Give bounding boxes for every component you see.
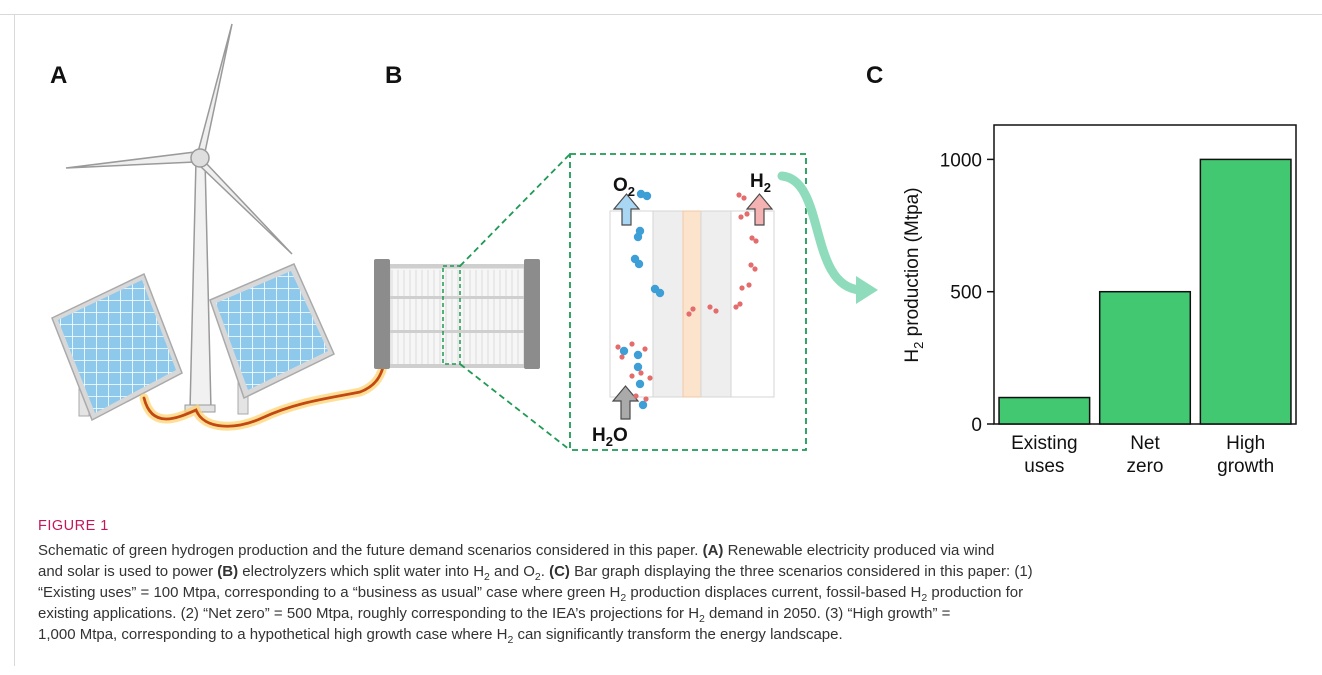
bar-0 <box>998 396 1091 425</box>
o2-label: O2 <box>613 175 635 199</box>
o2-bubbles <box>619 189 665 410</box>
h2o-arrow-icon <box>611 385 640 420</box>
electrolyzer-stack-icon <box>374 259 540 369</box>
bar-chart: 0 500 1000 Existing uses Net zero High growth H… <box>902 124 1297 477</box>
zoom-line-top <box>459 153 571 267</box>
y-tick-label-2: 1000 <box>940 150 982 171</box>
h2-label: H2 <box>750 171 771 195</box>
h-ions <box>615 192 759 402</box>
caption-line-5: 1,000 Mtpa, corresponding to a hypotheti… <box>38 626 843 646</box>
figure-label: FIGURE 1 <box>38 518 109 534</box>
left-border <box>14 14 15 666</box>
bar-2 <box>1199 158 1292 425</box>
x-tick-label-2: High growth <box>1217 433 1274 477</box>
zoom-line-bottom <box>459 363 571 451</box>
top-border <box>0 14 1322 15</box>
bar-1 <box>1098 290 1192 425</box>
caption-line-4: existing applications. (2) “Net zero” = … <box>38 605 951 625</box>
solar-panel-right-icon <box>209 263 335 415</box>
y-tick-label-1: 500 <box>950 283 982 304</box>
solar-panel-left-icon <box>51 272 183 422</box>
panel-letter-a: A <box>50 62 68 89</box>
o2-arrow-icon <box>612 193 641 226</box>
h2-arrow-icon <box>745 193 774 226</box>
caption-line-3: “Existing uses” = 100 Mtpa, correspondin… <box>38 584 1024 604</box>
y-tick-label-0: 0 <box>971 415 982 436</box>
y-axis-label: H2 production (Mtpa) <box>902 187 926 362</box>
figure-caption: FIGURE 1 Schematic of green hydrogen pro… <box>38 516 1300 645</box>
panel-letter-b: B <box>385 62 403 89</box>
caption-line-1: Schematic of green hydrogen production a… <box>38 542 995 559</box>
power-cable-icon <box>139 357 389 431</box>
panel-letter-c: C <box>866 62 884 89</box>
figure-illustration: O2 H2 H2O 0 500 1000 Existing uses Net zero Hi… <box>51 23 1297 477</box>
x-tick-label-1: Net zero <box>1127 433 1164 477</box>
wind-turbine-icon <box>65 23 293 413</box>
caption-line-2: and solar is used to power (B) electroly… <box>38 563 1033 583</box>
h2o-label: H2O <box>592 425 628 449</box>
x-tick-label-0: Existing uses <box>1011 433 1078 477</box>
output-arrow-icon <box>777 171 878 304</box>
